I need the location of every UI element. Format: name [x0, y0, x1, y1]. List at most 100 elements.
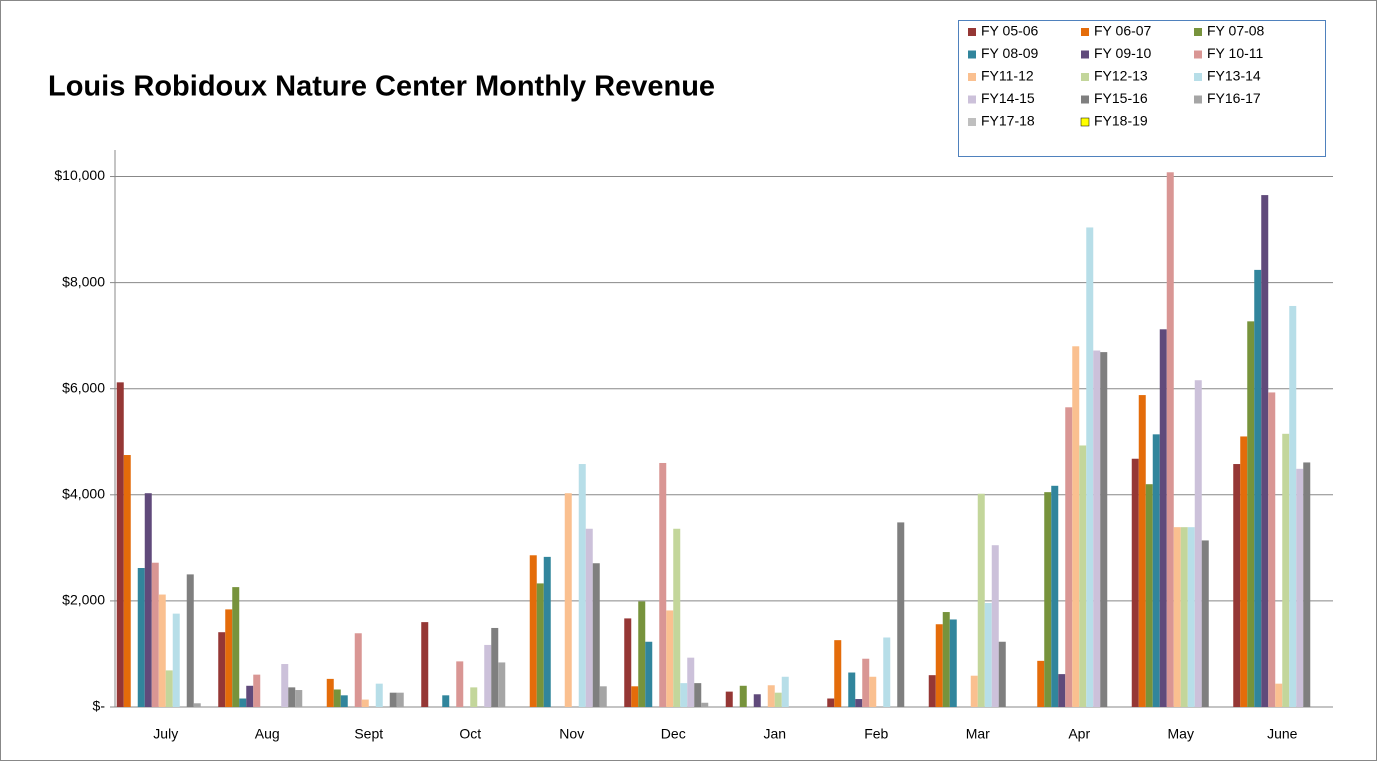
bar	[456, 661, 464, 707]
legend-swatch	[1194, 95, 1202, 104]
legend-label: FY 08-09	[981, 45, 1039, 61]
bar	[1051, 485, 1059, 707]
bar	[848, 672, 856, 707]
legend-label: FY15-16	[1094, 90, 1148, 106]
bar	[1254, 269, 1262, 707]
bar	[977, 493, 985, 707]
bar	[1296, 468, 1304, 707]
legend-label: FY11-12	[981, 68, 1034, 84]
bar	[701, 702, 709, 707]
legend-label: FY17-18	[981, 113, 1035, 129]
legend-swatch	[1081, 28, 1089, 36]
bar	[1166, 172, 1174, 707]
bar	[1268, 392, 1276, 707]
bar	[998, 641, 1006, 707]
legend-label: FY14-15	[981, 90, 1035, 106]
bar	[144, 493, 152, 707]
bar	[543, 556, 551, 707]
bar	[1247, 321, 1255, 707]
bar	[421, 622, 429, 707]
y-tick-label: $2,000	[62, 592, 105, 608]
bar	[869, 676, 877, 707]
x-tick-label: Aug	[255, 726, 280, 742]
bar	[326, 678, 334, 707]
bar	[442, 695, 450, 707]
bar	[928, 675, 936, 707]
bar	[585, 528, 593, 707]
legend-swatch	[968, 73, 976, 81]
legend-label: FY 05-06	[981, 23, 1039, 39]
x-tick-label: Mar	[966, 726, 990, 742]
bar	[1303, 462, 1311, 707]
bar	[897, 522, 905, 707]
bar	[1152, 434, 1160, 707]
bar	[578, 464, 586, 707]
bar	[361, 699, 369, 707]
bar	[694, 683, 702, 707]
bar	[599, 686, 607, 707]
bar	[158, 594, 166, 707]
legend-label: FY18-19	[1094, 113, 1148, 129]
bar	[942, 612, 950, 707]
bar	[638, 601, 646, 707]
x-tick-label: Apr	[1068, 726, 1090, 742]
bar	[1072, 346, 1080, 707]
bar	[1180, 527, 1188, 707]
bar	[1044, 492, 1052, 707]
x-tick-label: July	[153, 726, 178, 742]
bar	[529, 555, 537, 707]
bar	[1093, 350, 1101, 707]
x-tick-label: May	[1168, 726, 1194, 742]
bar	[673, 528, 681, 707]
bar	[774, 692, 782, 707]
bar	[137, 568, 145, 707]
bar	[246, 685, 254, 707]
bar	[193, 703, 201, 707]
legend-swatch	[968, 95, 976, 104]
legend-label: FY 10-11	[1207, 45, 1264, 61]
bar	[172, 613, 180, 707]
bar	[855, 699, 863, 707]
bar	[1173, 527, 1181, 707]
bar	[1233, 464, 1241, 707]
bar	[631, 686, 639, 707]
bar	[1079, 445, 1087, 707]
bar	[1065, 407, 1073, 707]
bar	[1275, 683, 1283, 707]
legend-label: FY 09-10	[1094, 45, 1152, 61]
bar	[970, 675, 978, 707]
bar	[1194, 380, 1202, 707]
bar	[781, 676, 789, 707]
bar	[225, 609, 233, 707]
bar	[1240, 436, 1248, 707]
legend-box	[958, 20, 1326, 157]
bar	[333, 689, 341, 707]
bar	[834, 640, 842, 707]
bar	[984, 603, 992, 707]
bar	[295, 690, 303, 707]
bar	[123, 455, 131, 707]
bar	[116, 382, 124, 707]
x-tick-label: Feb	[864, 726, 888, 742]
bar	[862, 658, 870, 707]
bar	[645, 641, 653, 707]
bar	[1100, 352, 1108, 707]
bar	[1131, 458, 1139, 707]
bar	[753, 694, 761, 707]
bar	[232, 587, 240, 707]
bar	[165, 670, 173, 707]
bar	[564, 493, 572, 707]
legend-label: FY16-17	[1207, 90, 1261, 106]
bar	[680, 683, 688, 707]
bar	[1037, 660, 1045, 707]
y-tick-label: $6,000	[62, 379, 105, 395]
bar	[666, 610, 674, 707]
legend-swatch	[968, 28, 976, 36]
bar	[592, 563, 600, 707]
y-tick-label: $4,000	[62, 486, 105, 502]
bar	[725, 691, 733, 707]
bar	[354, 633, 362, 707]
legend-swatch	[1081, 95, 1089, 104]
legend-label: FY 06-07	[1094, 23, 1152, 39]
